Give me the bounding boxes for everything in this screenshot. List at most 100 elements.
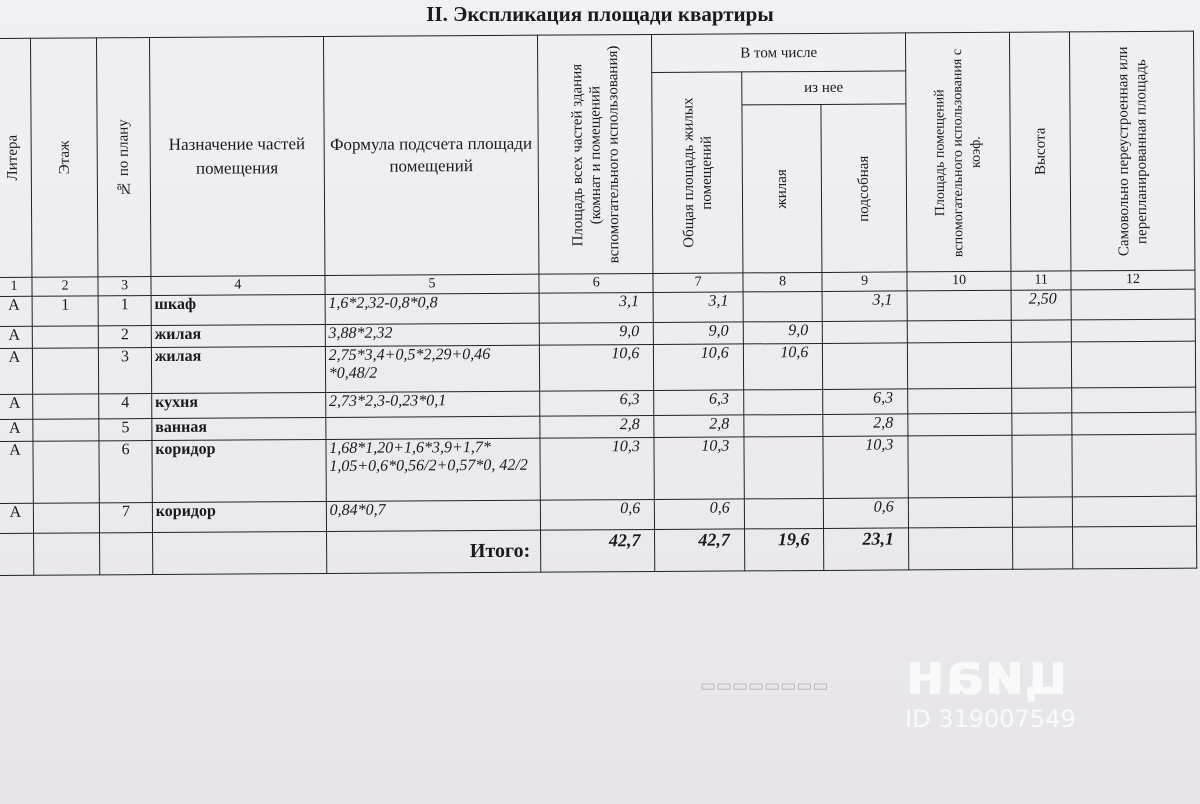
cell-podsobnaya: 3,1	[822, 290, 908, 322]
cell-no: 6	[99, 440, 153, 503]
column-number: 10	[906, 271, 1012, 291]
column-number: 2	[31, 276, 99, 297]
cell-no: 7	[99, 502, 153, 533]
cell-samovolno	[1071, 412, 1196, 435]
cell-vysota	[1011, 319, 1072, 343]
cell-podsobnaya: 10,3	[823, 435, 909, 499]
cell-podsobnaya: 0,6	[823, 497, 909, 529]
totals-zhilaya: 19,6	[744, 528, 825, 571]
cell-name: ванная	[151, 417, 326, 441]
cell-samovolno	[1071, 341, 1196, 388]
cell-vspomog	[907, 413, 1013, 436]
watermark-id: ID 319007549	[905, 705, 1076, 733]
cell-formula: 2,73*2,3-0,23*0,1	[325, 391, 540, 418]
cell-vysota: 2,50	[1011, 289, 1072, 321]
cell-samovolno	[1072, 434, 1197, 497]
cell-litera: А	[0, 394, 33, 420]
cell-formula	[325, 416, 541, 440]
cell-podsobnaya	[822, 320, 908, 344]
cell-zhilaya	[743, 436, 824, 499]
cell-etazh	[32, 347, 99, 395]
header-total: Площадь всех частей здания (комнат и пом…	[537, 34, 654, 275]
page-title: II. Экспликация площади квартиры	[426, 2, 774, 26]
cell-total: 3,1	[539, 292, 654, 324]
cell-no: 3	[98, 347, 152, 394]
cell-total: 6,3	[539, 390, 655, 417]
header-iz-nee: из нее	[741, 70, 906, 106]
cell-zhilaya: 9,0	[743, 321, 823, 344]
cell-vysota	[1011, 387, 1072, 414]
cell-vspomog	[907, 342, 1012, 389]
cell-vysota	[1012, 496, 1073, 528]
cell-total: 2,8	[539, 415, 655, 439]
header-vysota: Высота	[1009, 31, 1072, 272]
cell-vspomog	[907, 320, 1012, 343]
header-litera: Литера	[0, 38, 32, 278]
cell-name: жилая	[151, 324, 326, 348]
cell-obshchaya: 10,6	[653, 343, 744, 391]
header-zhilaya: жилая	[741, 104, 823, 273]
cell-litera: А	[0, 296, 33, 327]
show-through-text: ▭▭▭▭▭▭▭▭	[700, 676, 829, 695]
cell-total: 10,3	[540, 437, 655, 501]
watermark-logo: циан	[905, 640, 1068, 708]
cell-obshchaya: 2,8	[654, 414, 744, 438]
header-no: № по плану	[96, 37, 151, 277]
cell-podsobnaya: 6,3	[823, 388, 908, 415]
header-podsobnaya: подсобная	[821, 104, 907, 273]
cell-samovolno	[1072, 496, 1197, 527]
header-obshchaya: Общая площадь жилых помещений	[652, 71, 743, 274]
cell-etazh	[33, 502, 100, 534]
column-number: 7	[653, 272, 743, 293]
cell-litera: А	[0, 348, 33, 395]
cell-vspomog	[907, 435, 1013, 498]
cell-zhilaya	[743, 389, 824, 415]
totals-label: Итого:	[326, 530, 541, 574]
cell-obshchaya: 3,1	[653, 291, 744, 323]
column-number: 9	[822, 271, 907, 292]
cell-no: 2	[98, 325, 152, 348]
cell-formula: 3,88*2,32	[324, 323, 540, 347]
cell-litera: А	[0, 419, 33, 442]
column-number: 11	[1011, 270, 1072, 291]
totals-podsobnaya: 23,1	[823, 527, 909, 571]
cell-samovolno	[1071, 387, 1196, 413]
cell-zhilaya	[744, 498, 824, 529]
cell-name: коридор	[152, 501, 327, 533]
cell-vysota	[1011, 341, 1072, 389]
table-row: А 6 коридор 1,68*1,20+1,6*3,9+1,7* 1,05+0,6…	[0, 434, 1197, 504]
cell-vysota	[1012, 434, 1073, 498]
column-number: 4	[150, 275, 325, 296]
table-row: А 3 жилая 2,75*3,4+0,5*2,29+0,46 *0,48/2 10,…	[0, 341, 1196, 395]
cell-etazh	[32, 418, 100, 442]
cell-etazh	[32, 393, 100, 420]
column-number: 3	[98, 276, 151, 296]
cell-name: жилая	[151, 346, 326, 394]
cell-no: 5	[99, 418, 152, 441]
totals-row: Итого: 42,7 42,7 19,6 23,1	[0, 526, 1197, 576]
cell-obshchaya: 6,3	[654, 389, 744, 416]
explication-table: Литера Этаж № по плану Назначение частей…	[0, 31, 1197, 576]
cell-total: 9,0	[539, 322, 654, 346]
cell-etazh: 1	[31, 295, 99, 327]
cell-zhilaya	[742, 291, 823, 322]
cell-litera: А	[0, 326, 33, 349]
cell-total: 10,6	[539, 344, 655, 392]
cell-no: 1	[98, 295, 152, 326]
totals-total: 42,7	[540, 529, 656, 573]
cell-zhilaya	[743, 414, 824, 437]
column-number: 1	[0, 277, 32, 297]
cell-formula: 0,84*0,7	[326, 500, 541, 532]
header-v-tom-chisle: В том числе	[651, 32, 906, 73]
cell-obshchaya: 10,3	[654, 436, 745, 500]
cell-total: 0,6	[540, 499, 655, 531]
cell-samovolno	[1071, 289, 1196, 320]
cell-etazh	[32, 325, 99, 349]
cell-name: коридор	[151, 439, 327, 503]
cell-zhilaya: 10,6	[743, 343, 824, 390]
cell-no: 4	[98, 393, 152, 419]
header-samovolno: Самовольно переустроенная или перепланир…	[1069, 31, 1195, 271]
cell-formula: 1,68*1,20+1,6*3,9+1,7* 1,05+0,6*0,56/2+0…	[325, 438, 541, 502]
cell-podsobnaya	[822, 342, 908, 390]
